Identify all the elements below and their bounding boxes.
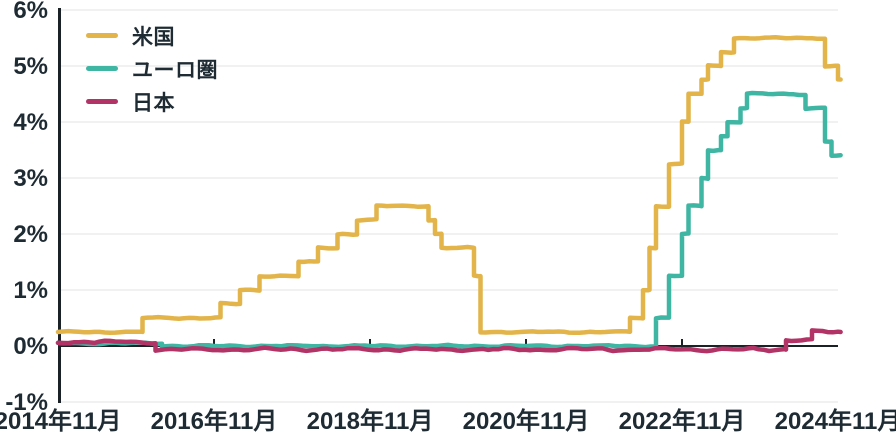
legend-label-eurozone: ユーロ圏 bbox=[132, 58, 218, 82]
x-axis-label: 2020年11月 bbox=[463, 407, 590, 435]
x-axis-label: 2022年11月 bbox=[619, 407, 746, 435]
y-axis-label: 2% bbox=[13, 221, 48, 248]
x-axis-label: 2018年11月 bbox=[307, 407, 434, 435]
y-axis-label: -1% bbox=[5, 389, 48, 416]
legend-item-japan: 日本 bbox=[86, 85, 218, 118]
legend-item-eurozone: ユーロ圏 bbox=[86, 52, 218, 85]
y-axis-label: 6% bbox=[13, 0, 48, 24]
series-line-2 bbox=[55, 328, 843, 354]
legend-label-us: 米国 bbox=[132, 25, 175, 49]
y-axis-label: 3% bbox=[13, 165, 48, 192]
y-axis-label: 5% bbox=[13, 53, 48, 80]
y-axis-label: 0% bbox=[13, 333, 48, 360]
y-axis-label: 4% bbox=[13, 109, 48, 136]
legend: 米国 ユーロ圏 日本 bbox=[86, 19, 218, 118]
japan-line-swatch bbox=[86, 99, 118, 104]
x-axis-label: 2014年11月 bbox=[0, 407, 121, 435]
legend-item-us: 米国 bbox=[86, 19, 218, 52]
y-axis-label: 1% bbox=[13, 277, 48, 304]
legend-label-japan: 日本 bbox=[132, 91, 175, 115]
eurozone-line-swatch bbox=[86, 66, 118, 71]
x-axis-label: 2024年11月 bbox=[775, 407, 896, 435]
us-line-swatch bbox=[86, 33, 118, 38]
x-axis-label: 2016年11月 bbox=[151, 407, 278, 435]
series-line-0 bbox=[55, 34, 843, 336]
